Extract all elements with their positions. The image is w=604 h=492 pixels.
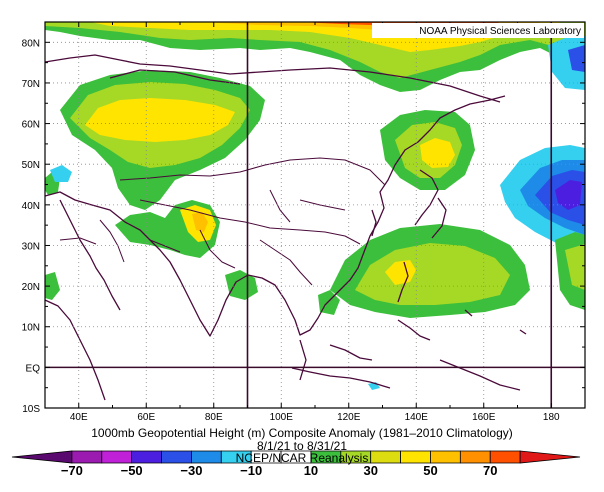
longitude-labels: 40E 60E 80E 100E 120E 140E 160E 180 xyxy=(70,412,560,423)
axis-ticks xyxy=(44,22,586,409)
credit-label: NOAA Physical Sciences Laboratory xyxy=(419,26,581,37)
lat-label: 10S xyxy=(22,404,40,415)
caption-source: NCEP/NCAR Reanalysis xyxy=(235,451,369,465)
country-borders xyxy=(59,157,386,286)
colorbar-tick-label: 70 xyxy=(483,463,497,478)
lat-label: 50N xyxy=(22,160,40,171)
lon-label: 40E xyxy=(70,412,88,423)
anomaly-okhotsk-yellow xyxy=(420,138,455,168)
lat-label: 30N xyxy=(22,241,40,252)
lat-label: 10N xyxy=(22,323,40,334)
anomaly-india-green xyxy=(225,270,258,300)
anomaly-tibet-orange xyxy=(192,212,208,232)
colorbar-tick-label: −30 xyxy=(180,463,202,478)
lat-label: EQ xyxy=(26,363,41,374)
colorbar-tick-label: −70 xyxy=(61,463,83,478)
lat-label: 20N xyxy=(22,282,40,293)
colorbar-tick-label: 30 xyxy=(363,463,377,478)
anomaly-alaska-darkblue xyxy=(568,45,585,72)
lon-label: 140E xyxy=(405,412,429,423)
lat-label: 40N xyxy=(22,201,40,212)
lon-label: 60E xyxy=(137,412,155,423)
colorbar-labels: −70 −50 −30 −10 10 30 50 70 xyxy=(61,463,498,478)
latitude-labels: 80N 70N 60N 50N 40N 30N 20N 10N EQ 10S xyxy=(22,38,41,415)
colorbar-tick-label: 50 xyxy=(423,463,437,478)
lat-label: 60N xyxy=(22,120,40,131)
colorbar-tick-label: 10 xyxy=(304,463,318,478)
coastlines xyxy=(45,54,527,401)
lon-label: 160E xyxy=(472,412,496,423)
anomaly-npac-violet xyxy=(555,180,582,210)
caption-dates: 8/1/21 to 8/31/21 xyxy=(256,439,348,453)
reference-lines xyxy=(45,22,585,408)
anomaly-cyan-mediterranean xyxy=(50,165,72,182)
colorbar-tick-label: −50 xyxy=(121,463,143,478)
lat-label: 70N xyxy=(22,79,40,90)
anomaly-wpac-lime xyxy=(355,243,510,305)
anomaly-siberia-yellow xyxy=(85,98,235,142)
caption-title: 1000mb Geopotential Height (m) Composite… xyxy=(91,426,513,440)
anomaly-east-edge-lime xyxy=(565,244,585,290)
anomaly-wpac-yellow xyxy=(385,260,416,285)
lon-label: 180 xyxy=(543,412,560,423)
credit-box xyxy=(372,23,584,38)
colorbar xyxy=(11,450,581,464)
anomaly-arabia-green xyxy=(45,272,60,300)
colorbar-swatch xyxy=(519,450,581,464)
lat-label: 80N xyxy=(22,38,40,49)
lon-label: 120E xyxy=(337,412,361,423)
lon-label: 100E xyxy=(270,412,294,423)
lon-label: 80E xyxy=(205,412,223,423)
colorbar-tick-label: −10 xyxy=(240,463,262,478)
